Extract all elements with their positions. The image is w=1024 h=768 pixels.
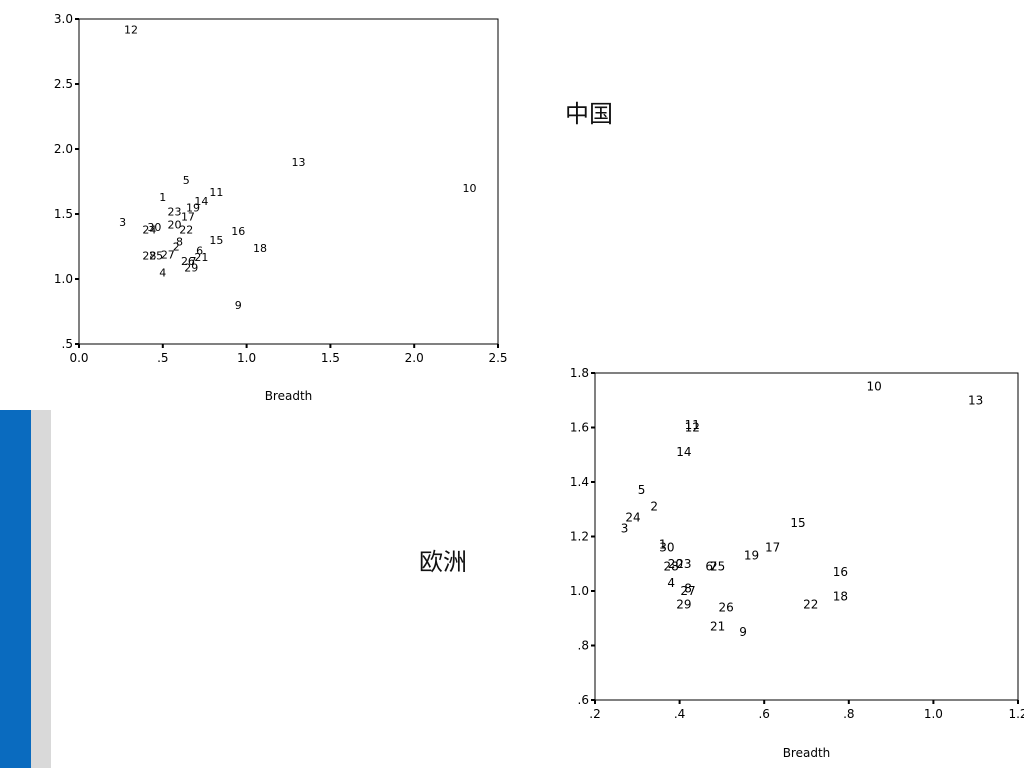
x-tick-label: .4 [674, 707, 685, 721]
data-point-label: 23 [168, 205, 182, 218]
data-point-label: 25 [149, 250, 163, 263]
y-tick-label: 1.6 [570, 421, 589, 435]
data-point-label: 26 [718, 600, 733, 614]
data-point-label: 18 [833, 589, 848, 603]
y-tick-label: 1.2 [570, 530, 589, 544]
data-point-label: 15 [790, 516, 805, 530]
x-tick-label: 0.0 [69, 351, 88, 365]
x-axis-label: Breadth [265, 389, 313, 403]
data-point-label: 19 [186, 202, 200, 215]
data-point-label: 26 [181, 255, 195, 268]
data-point-label: 25 [710, 559, 725, 573]
data-point-label: 2 [173, 241, 180, 254]
y-tick-label: 1.0 [54, 272, 73, 286]
data-point-label: 23 [676, 557, 691, 571]
region-label-europe: 欧洲 [419, 548, 467, 576]
data-point-label: 7 [189, 255, 196, 268]
data-point-label: 8 [684, 581, 692, 595]
y-tick-label: 3.0 [54, 12, 73, 26]
plot-frame [78, 18, 499, 345]
data-point-label: 14 [194, 195, 208, 208]
data-point-label: 17 [181, 211, 195, 224]
x-tick-label: .6 [758, 707, 769, 721]
data-point-label: 22 [179, 224, 193, 237]
x-axis-label: Breadth [783, 746, 831, 760]
data-point-label: 11 [685, 418, 700, 432]
decorative-blue-bar [0, 410, 31, 768]
y-tick-label: 1.5 [54, 207, 73, 221]
y-tick-label: 2.0 [54, 142, 73, 156]
y-tick-label: .6 [578, 693, 589, 707]
x-tick-label: .8 [843, 707, 854, 721]
data-point-label: 12 [685, 421, 700, 435]
x-tick-label: .5 [157, 351, 168, 365]
region-label-china: 中国 [565, 100, 613, 128]
data-point-label: 15 [209, 234, 223, 247]
data-point-label: 9 [235, 299, 242, 312]
x-tick-label: .2 [589, 707, 600, 721]
data-point-label: 4 [667, 576, 675, 590]
data-point-label: 22 [803, 598, 818, 612]
data-point-label: 21 [194, 251, 208, 264]
data-point-label: 27 [161, 248, 175, 261]
data-point-label: 4 [159, 267, 166, 280]
x-tick-label: 1.2 [1008, 707, 1024, 721]
data-point-label: 20 [668, 557, 683, 571]
decorative-gray-bar [31, 410, 51, 768]
data-point-label: 6 [196, 244, 203, 257]
data-point-label: 7 [710, 559, 718, 573]
data-point-label: 30 [147, 221, 161, 234]
data-point-label: 5 [638, 483, 646, 497]
data-point-label: 16 [833, 565, 848, 579]
scatter-chart-europe: .2 .4 .6 .8 1.0 1.2 .6 .8 1.0 1.2 1.4 1.6 1.8 Breadth… [570, 366, 1024, 760]
data-point-label: 1 [159, 191, 166, 204]
data-point-label: 5 [183, 174, 190, 187]
data-point-label: 8 [176, 235, 183, 248]
data-point-label: 6 [705, 559, 713, 573]
data-point-label: 3 [119, 216, 126, 229]
data-point-label: 29 [676, 598, 691, 612]
x-tick-label: 2.0 [405, 351, 424, 365]
y-tick-label: 1.8 [570, 366, 589, 380]
x-tick-label: 2.5 [488, 351, 507, 365]
data-point-label: 29 [184, 261, 198, 274]
data-point-label: 13 [968, 393, 983, 407]
y-tick-label: .5 [62, 337, 73, 351]
data-point-label: 30 [659, 540, 674, 554]
data-point-label: 12 [124, 23, 138, 36]
y-tick-label: 1.0 [570, 584, 589, 598]
x-tick-label: 1.0 [237, 351, 256, 365]
data-point-label: 9 [739, 625, 747, 639]
data-point-label: 16 [231, 225, 245, 238]
data-point-label: 11 [209, 186, 223, 199]
y-tick-label: .8 [578, 639, 589, 653]
y-tick-label: 2.5 [54, 77, 73, 91]
data-point-label: 20 [168, 218, 182, 231]
data-point-label: 21 [710, 619, 725, 633]
data-point-label: 24 [625, 510, 640, 524]
data-point-label: 2 [650, 500, 658, 514]
data-point-label: 27 [680, 584, 695, 598]
x-tick-label: 1.0 [924, 707, 943, 721]
data-point-label: 18 [253, 242, 267, 255]
plot-frame [594, 372, 1019, 701]
scatter-chart-china: 0.0.5 1.0 1.5 2.0 2.5.51.01.52.02.53.0Breadt… [54, 12, 508, 403]
data-point-label: 19 [744, 549, 759, 563]
data-point-label: 14 [676, 445, 691, 459]
data-point-label: 17 [765, 540, 780, 554]
data-point-label: 1 [659, 538, 667, 552]
x-tick-label: 1.5 [321, 351, 340, 365]
data-point-label: 28 [142, 250, 156, 263]
data-point-label: 10 [867, 380, 882, 394]
data-point-label: 13 [292, 156, 306, 169]
data-point-label: 10 [463, 182, 477, 195]
y-tick-label: 1.4 [570, 475, 589, 489]
data-point-label: 24 [142, 224, 156, 237]
data-point-label: 3 [621, 521, 629, 535]
data-point-label: 28 [663, 559, 678, 573]
